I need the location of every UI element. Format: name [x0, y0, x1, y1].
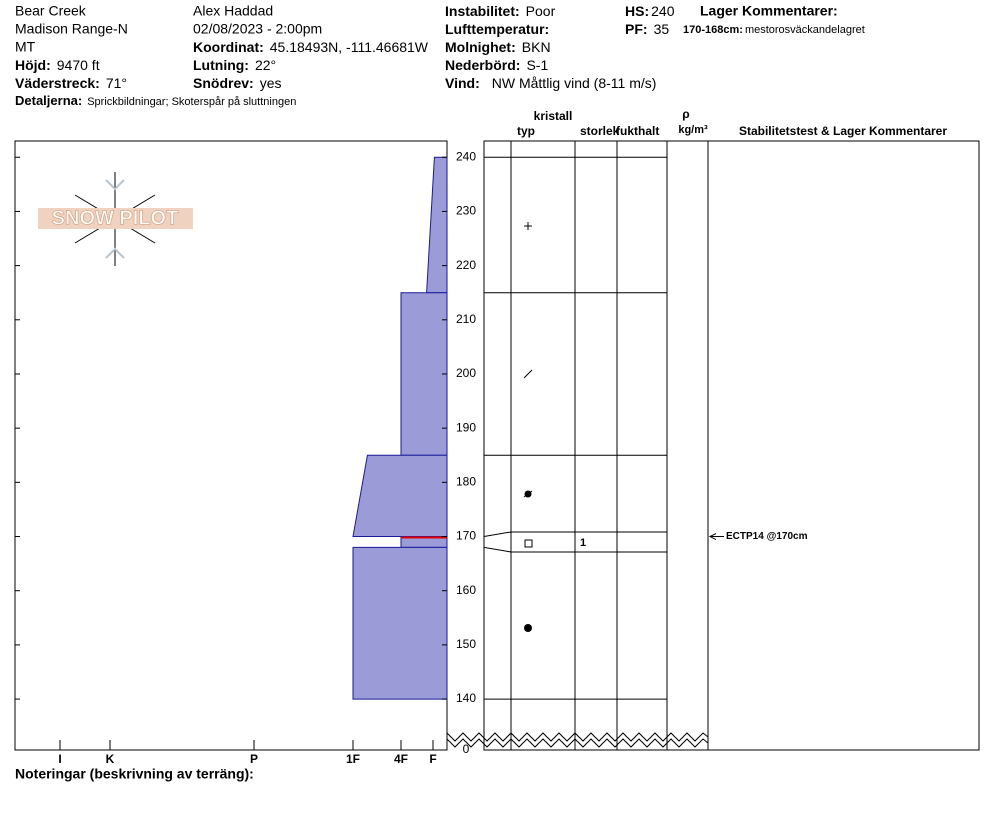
row-connector	[483, 546, 512, 553]
field: PF: 35	[625, 21, 669, 37]
field: Lufttemperatur:	[445, 21, 549, 37]
field-label: PF:	[625, 21, 648, 37]
field-label: Instabilitet:	[445, 3, 520, 19]
field-label: Höjd:	[15, 57, 51, 73]
column-header: kg/m³	[678, 124, 708, 136]
observer: Alex Haddad	[193, 3, 273, 19]
field-label: Koordinat:	[193, 39, 264, 55]
field: Molnighet: BKN	[445, 39, 551, 55]
field-label: HS:	[625, 3, 649, 19]
layer-comments-title: Lager Kommentarer:	[700, 3, 838, 19]
layer-comment-range: 170-168cm:	[683, 24, 743, 36]
grain-size: 1	[580, 537, 586, 549]
field-label: Nederbörd:	[445, 57, 520, 73]
field-label: Väderstreck:	[15, 75, 100, 91]
field-label: Vind:	[445, 75, 480, 91]
y-tick-label: 210	[456, 312, 476, 326]
hardness-layer	[400, 292, 448, 456]
state: MT	[15, 39, 36, 55]
x-tick-label: I	[58, 752, 61, 766]
y-tick-label: 220	[456, 258, 476, 272]
datetime: 02/08/2023 - 2:00pm	[193, 21, 322, 37]
column-header: kristall	[534, 109, 573, 123]
field-label: Snödrev:	[193, 75, 254, 91]
field: Nederbörd: S-1	[445, 57, 548, 73]
field: Snödrev: yes	[193, 75, 281, 91]
column-header: fukthalt	[616, 124, 659, 138]
y-tick-label: 140	[456, 691, 476, 705]
field-value: 9470 ft	[57, 57, 100, 73]
field-value: S-1	[526, 57, 548, 73]
x-tick-label: 4F	[394, 752, 408, 766]
field: Instabilitet: Poor	[445, 3, 556, 19]
y-tick-label: 190	[456, 420, 476, 434]
field-label: Lutning:	[193, 57, 249, 73]
table-columns	[510, 141, 709, 750]
field-label: Detaljerna:	[15, 93, 82, 108]
field: Detaljerna: Sprickbildningar; Skoterspår …	[15, 93, 296, 108]
layer-comment: 170-168cm: mestorosväckandelagret	[683, 24, 865, 36]
y-tick-label: 170	[456, 529, 476, 543]
hardness-layer	[426, 156, 448, 294]
column-header: ρ	[682, 107, 689, 121]
y-tick-label: 0	[463, 742, 470, 756]
field-value: 45.18493N, -111.46681W	[270, 39, 429, 55]
column-header: Stabilitetstest & Lager Kommentarer	[739, 124, 947, 138]
y-tick-label: 200	[456, 366, 476, 380]
y-tick-label: 180	[456, 475, 476, 489]
footer: Noteringar (beskrivning av terräng):	[15, 766, 254, 782]
row-connector	[483, 531, 512, 538]
field: Höjd: 9470 ft	[15, 57, 100, 73]
field-value: 35	[654, 21, 670, 37]
field: Lutning: 22°	[193, 57, 276, 73]
range: Madison Range-N	[15, 21, 128, 37]
site: Bear Creek	[15, 3, 87, 19]
x-tick-label: K	[106, 752, 115, 766]
x-tick-label: 1F	[346, 752, 360, 766]
x-tick-label: F	[429, 752, 436, 766]
field-label: Molnighet:	[445, 39, 516, 55]
field: Väderstreck: 71°	[15, 75, 127, 91]
logo-text: SNOW PILOT	[52, 207, 179, 229]
field-value: 22°	[255, 57, 276, 73]
test-arrowhead	[708, 533, 717, 540]
field-value: NW Måttlig vind (8-11 m/s)	[492, 75, 657, 91]
stability-test: ECTP14 @170cm	[726, 531, 808, 542]
field: HS: 240	[625, 3, 675, 19]
layer-comment-text: mestorosväckandelagret	[745, 24, 865, 36]
field-value: Poor	[526, 3, 556, 19]
field-value: yes	[260, 75, 282, 91]
field-value: 71°	[106, 75, 127, 91]
y-tick-label: 150	[456, 637, 476, 651]
column-header: typ	[517, 124, 535, 138]
y-tick-label: 240	[456, 149, 476, 163]
field: Koordinat: 45.18493N, -111.46681W	[193, 39, 429, 55]
column-header: storlek	[580, 124, 620, 138]
field: Vind: NW Måttlig vind (8-11 m/s)	[445, 75, 656, 91]
y-tick-label: 160	[456, 583, 476, 597]
field-value: BKN	[522, 39, 551, 55]
axis-break	[446, 732, 709, 748]
field-label: Lufttemperatur:	[445, 21, 549, 37]
x-tick-label: P	[250, 752, 258, 766]
logo-band	[38, 208, 193, 229]
field-value: Sprickbildningar; Skoterspår på sluttnin…	[87, 96, 296, 108]
hardness-layer	[352, 454, 448, 538]
y-tick-label: 230	[456, 204, 476, 218]
field-value: 240	[651, 3, 675, 19]
grain-symbols	[523, 222, 533, 632]
hardness-layer	[352, 546, 448, 700]
table-frame	[483, 140, 980, 751]
